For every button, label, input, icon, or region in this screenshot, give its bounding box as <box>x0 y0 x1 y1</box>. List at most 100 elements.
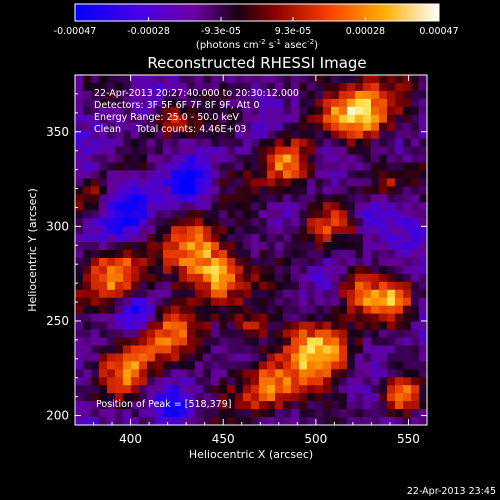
peak-label: Position of Peak = [518,379] <box>96 399 231 410</box>
heatmap-cell <box>299 265 308 275</box>
heatmap-cell <box>379 377 388 386</box>
heatmap-cell <box>395 98 404 108</box>
heatmap-cell <box>179 273 188 283</box>
heatmap-cell <box>283 305 292 315</box>
heatmap-cell <box>275 218 284 227</box>
heatmap-cell <box>243 313 252 322</box>
heatmap-cell <box>355 289 364 299</box>
heatmap-cell <box>331 242 340 251</box>
heatmap-cell <box>243 82 252 92</box>
heatmap-cell <box>171 75 180 84</box>
heatmap-cell <box>211 337 220 346</box>
heatmap-cell <box>251 369 260 378</box>
heatmap-cell <box>411 297 420 307</box>
heatmap-cell <box>267 194 276 203</box>
heatmap-cell <box>99 114 108 124</box>
heatmap-cell <box>211 114 220 124</box>
heatmap-cell <box>299 122 308 132</box>
heatmap-cell <box>131 369 140 378</box>
x-tick-label: 400 <box>119 432 142 446</box>
heatmap-cell <box>187 305 196 315</box>
heatmap-cell <box>371 114 380 124</box>
heatmap-cell <box>187 242 196 251</box>
heatmap-cell <box>107 273 116 283</box>
heatmap-cell <box>211 98 220 108</box>
heatmap-cell <box>379 218 388 227</box>
heatmap-cell <box>307 345 316 354</box>
heatmap-cell <box>291 329 300 338</box>
heatmap-cell <box>283 242 292 251</box>
heatmap-cell <box>203 154 212 163</box>
heatmap-cell <box>123 90 132 100</box>
heatmap-cell <box>195 289 204 299</box>
heatmap-cell <box>219 281 228 291</box>
heatmap-cell <box>403 385 412 394</box>
heatmap-cell <box>91 162 100 171</box>
heatmap-cell <box>179 138 188 147</box>
heatmap-cell <box>355 369 364 378</box>
heatmap-cell <box>339 202 348 211</box>
heatmap-cell <box>339 345 348 354</box>
heatmap-cell <box>387 377 396 386</box>
heatmap-cell <box>419 170 428 179</box>
heatmap-cell <box>211 186 220 195</box>
heatmap-cell <box>371 297 380 307</box>
heatmap-cell <box>99 98 108 108</box>
heatmap-cell <box>115 265 124 275</box>
heatmap-cell <box>91 361 100 370</box>
heatmap-cell <box>83 353 92 362</box>
heatmap-cell <box>147 90 156 100</box>
heatmap-cell <box>419 401 428 410</box>
heatmap-cell <box>403 178 412 187</box>
heatmap-cell <box>267 210 276 219</box>
heatmap-cell <box>267 409 276 418</box>
heatmap-cell <box>187 138 196 147</box>
heatmap-cell <box>355 313 364 322</box>
heatmap-cell <box>387 98 396 108</box>
heatmap-cell <box>123 250 132 259</box>
heatmap-cell <box>251 313 260 322</box>
heatmap-cell <box>99 194 108 203</box>
heatmap-cell <box>251 146 260 155</box>
heatmap-cell <box>211 401 220 410</box>
heatmap-cell <box>211 130 220 140</box>
heatmap-cell <box>155 138 164 147</box>
heatmap-cell <box>363 82 372 92</box>
heatmap-cell <box>83 82 92 92</box>
heatmap-cell <box>139 369 148 378</box>
info-line-time: 22-Apr-2013 20:27:40.000 to 20:30:12.000 <box>94 88 299 99</box>
heatmap-cell <box>235 170 244 179</box>
heatmap-cell <box>299 202 308 211</box>
heatmap-cell <box>83 369 92 378</box>
heatmap-cell <box>131 130 140 140</box>
heatmap-cell <box>235 417 244 426</box>
heatmap-cell <box>235 353 244 362</box>
heatmap-cell <box>179 154 188 163</box>
heatmap-cell <box>291 75 300 84</box>
heatmap-cell <box>331 385 340 394</box>
heatmap-cell <box>419 345 428 354</box>
heatmap-cell <box>195 401 204 410</box>
heatmap-cell <box>275 393 284 402</box>
heatmap-cell <box>171 257 180 267</box>
heatmap-cell <box>347 170 356 179</box>
heatmap-cell <box>131 377 140 386</box>
heatmap-cell <box>323 265 332 275</box>
heatmap-cell <box>227 138 236 147</box>
heatmap-cell <box>91 409 100 418</box>
heatmap-cell <box>403 329 412 338</box>
heatmap-cell <box>91 114 100 124</box>
heatmap-cell <box>347 257 356 267</box>
heatmap-cell <box>75 337 84 346</box>
heatmap-cell <box>147 75 156 84</box>
heatmap-cell <box>139 138 148 147</box>
heatmap-cell <box>379 313 388 322</box>
heatmap-cell <box>219 186 228 195</box>
heatmap-cell <box>411 210 420 219</box>
heatmap-cell <box>267 138 276 147</box>
heatmap-cell <box>275 98 284 108</box>
heatmap-cell <box>235 234 244 243</box>
heatmap-cell <box>123 353 132 362</box>
heatmap-cell <box>179 114 188 124</box>
heatmap-cell <box>355 122 364 132</box>
